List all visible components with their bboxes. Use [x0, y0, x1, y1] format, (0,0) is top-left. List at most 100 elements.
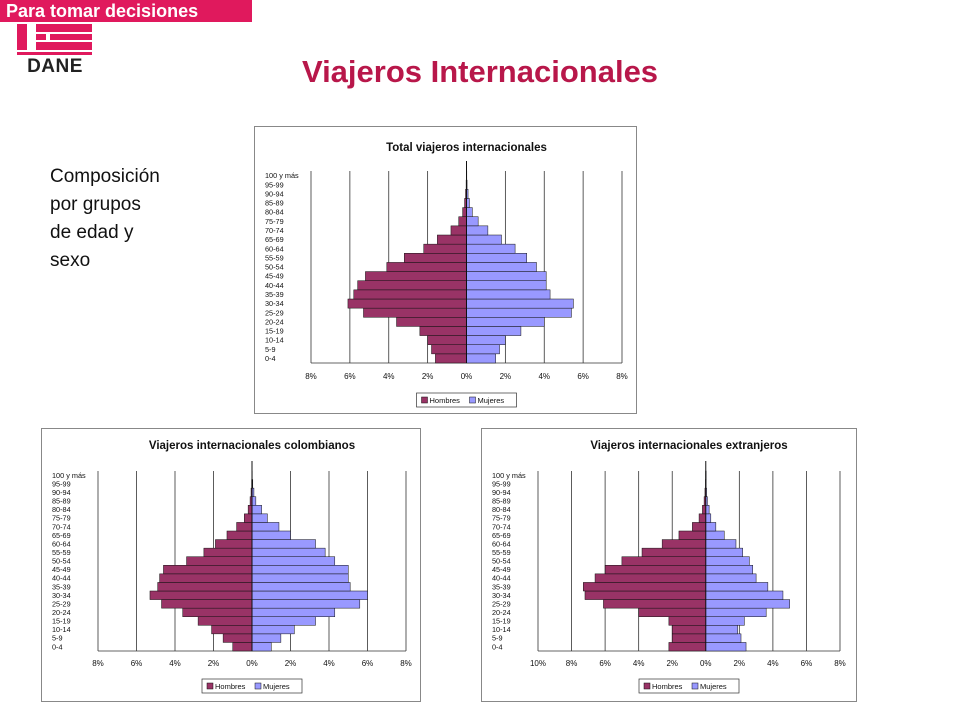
- y-category-label: 65-69: [492, 531, 511, 540]
- bar-mujeres: [251, 505, 262, 515]
- y-category-label: 0-4: [492, 642, 503, 651]
- bar-hombres: [347, 298, 467, 309]
- y-category-label: 50-54: [492, 557, 511, 566]
- bar-hombres: [149, 590, 253, 600]
- y-category-label: 35-39: [492, 582, 511, 591]
- y-category-label: 10-14: [52, 625, 71, 634]
- bar-mujeres: [251, 530, 291, 540]
- chart-title: Viajeros internacionales extranjeros: [590, 440, 787, 452]
- x-tick-label: 6%: [577, 372, 589, 381]
- bar-hombres: [211, 625, 253, 635]
- bar-hombres: [702, 505, 707, 515]
- bar-hombres: [698, 513, 707, 523]
- x-tick-label: 0%: [700, 659, 712, 668]
- bar-hombres: [163, 565, 253, 575]
- bar-mujeres: [251, 582, 351, 592]
- bar-hombres: [365, 271, 467, 281]
- bar-mujeres: [466, 271, 547, 281]
- bar-mujeres: [251, 496, 257, 506]
- legend-swatch-mujeres: [691, 682, 699, 690]
- caption-line: de edad y: [50, 222, 134, 243]
- bar-mujeres: [251, 547, 326, 557]
- bar-hombres: [458, 216, 467, 227]
- bar-mujeres: [705, 616, 745, 626]
- bar-hombres: [692, 522, 707, 532]
- y-category-label: 45-49: [52, 565, 71, 574]
- y-category-label: 25-29: [52, 599, 71, 608]
- y-category-label: 100 y más: [492, 471, 526, 480]
- bar-hombres: [247, 505, 253, 515]
- bar-hombres: [603, 599, 707, 609]
- bar-mujeres: [466, 253, 528, 263]
- y-category-label: 5-9: [492, 634, 503, 643]
- bar-mujeres: [466, 234, 502, 245]
- bar-hombres: [182, 607, 253, 617]
- legend-swatch-hombres: [643, 682, 651, 690]
- bar-mujeres: [251, 616, 316, 626]
- x-tick-label: 8%: [834, 659, 846, 668]
- y-category-label: 50-54: [265, 263, 284, 272]
- legend: [638, 678, 740, 694]
- x-tick-label: 2%: [500, 372, 512, 381]
- bar-mujeres: [705, 556, 750, 566]
- bar-mujeres: [466, 326, 522, 336]
- legend-swatch-mujeres: [469, 396, 476, 404]
- legend-label-hombres: Hombres: [215, 682, 246, 691]
- legend: [201, 678, 303, 694]
- y-category-label: 95-99: [52, 479, 71, 488]
- y-category-label: 30-34: [265, 299, 284, 308]
- bar-mujeres: [251, 633, 282, 643]
- bar-mujeres: [251, 607, 336, 617]
- bar-hombres: [427, 335, 467, 345]
- bar-mujeres: [466, 298, 574, 309]
- chart-colombianos: Viajeros internacionales colombianos 8% 6%…: [41, 428, 421, 702]
- bar-hombres: [159, 573, 253, 583]
- y-category-label: 30-34: [492, 591, 511, 600]
- x-tick-label: 8%: [305, 372, 317, 381]
- y-category-label: 30-34: [52, 591, 71, 600]
- logo-text: DANE: [27, 56, 83, 77]
- pyramid-svg: Total viajeros internacionales 8% 6% 4% 2% 0%…: [265, 142, 628, 408]
- y-category-label: 75-79: [265, 217, 284, 226]
- bar-mujeres: [705, 582, 769, 592]
- x-tick-label: 8%: [400, 659, 412, 668]
- y-category-label: 65-69: [52, 531, 71, 540]
- bar-hombres: [404, 253, 467, 263]
- y-category-label: 70-74: [492, 522, 511, 531]
- bar-hombres: [584, 590, 707, 600]
- page-title: Viajeros Internacionales: [301, 54, 659, 89]
- y-category-label: 75-79: [52, 514, 71, 523]
- bar-hombres: [396, 317, 467, 327]
- bar-mujeres: [705, 505, 710, 515]
- y-category-label: 100 y más: [52, 471, 86, 480]
- y-category-label: 55-59: [492, 548, 511, 557]
- chart-title: Viajeros internacionales colombianos: [149, 440, 355, 452]
- x-tick-label: 0%: [246, 659, 258, 668]
- y-category-label: 45-49: [265, 272, 284, 281]
- bar-hombres: [594, 573, 707, 583]
- y-category-label: 60-64: [52, 539, 71, 548]
- y-category-label: 20-24: [265, 317, 284, 326]
- bar-hombres: [236, 522, 253, 532]
- bar-mujeres: [705, 633, 742, 643]
- bar-mujeres: [251, 539, 316, 549]
- bar-hombres: [226, 530, 253, 540]
- y-category-label: 35-39: [52, 582, 71, 591]
- x-tick-label: 8%: [616, 372, 628, 381]
- bar-hombres: [186, 556, 253, 566]
- y-category-label: 85-89: [492, 497, 511, 506]
- bar-mujeres: [466, 344, 500, 355]
- caption-line: sexo: [50, 250, 91, 271]
- bar-hombres: [604, 565, 707, 575]
- x-tick-label: 8%: [92, 659, 104, 668]
- x-tick-label: 0%: [461, 372, 473, 381]
- bar-mujeres: [466, 216, 479, 227]
- legend-label-mujeres: Mujeres: [700, 682, 727, 691]
- y-category-label: 90-94: [265, 189, 284, 198]
- bar-hombres: [386, 262, 467, 272]
- bar-mujeres: [705, 522, 717, 532]
- x-tick-label: 2%: [666, 659, 678, 668]
- y-category-label: 60-64: [492, 539, 511, 548]
- y-category-label: 50-54: [52, 557, 71, 566]
- caption-line: por grupos: [50, 194, 141, 215]
